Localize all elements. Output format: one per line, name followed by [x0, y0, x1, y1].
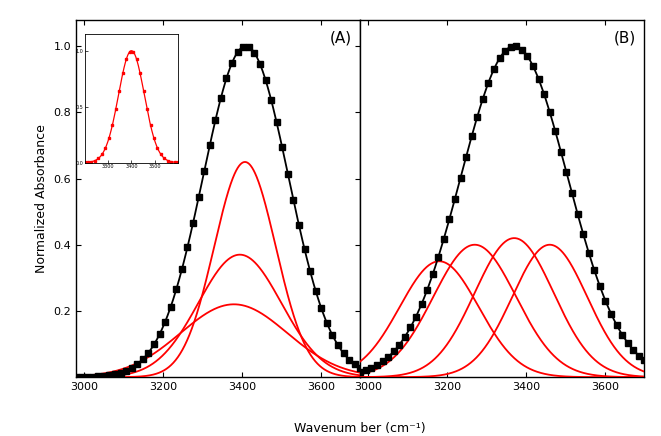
- Text: (A): (A): [330, 31, 352, 45]
- Y-axis label: Normalized Absorbance: Normalized Absorbance: [35, 124, 48, 273]
- Text: (B): (B): [613, 31, 636, 45]
- Text: Wavenum ber (cm⁻¹): Wavenum ber (cm⁻¹): [294, 422, 426, 435]
